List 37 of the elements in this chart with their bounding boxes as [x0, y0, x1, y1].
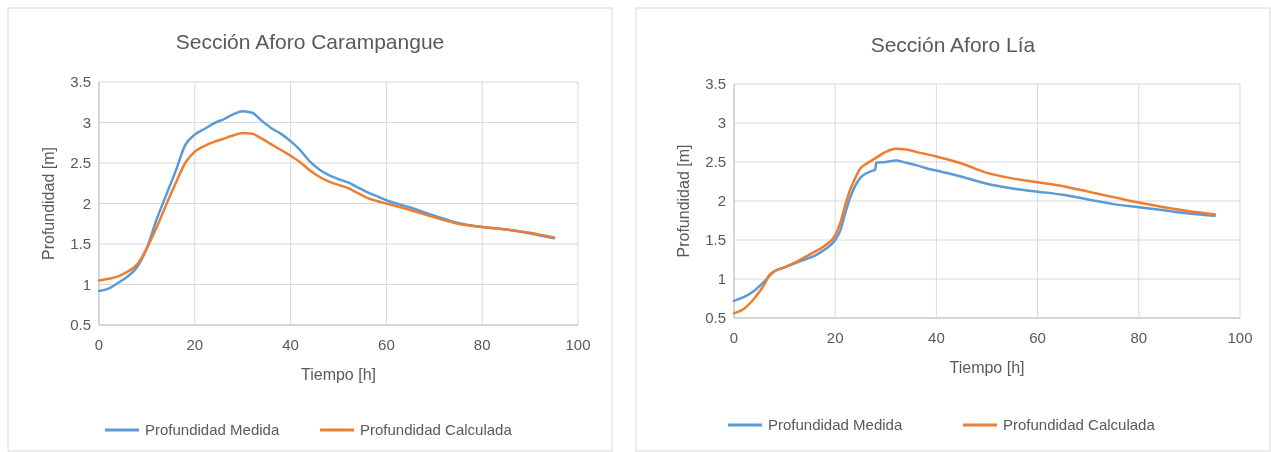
y-tick-label: 2 — [82, 194, 91, 212]
y-tick-label: 1 — [82, 275, 91, 293]
x-tick-label: 20 — [186, 336, 204, 353]
y-tick-label: 2.5 — [70, 154, 91, 172]
legend-label: Profundidad Medida — [145, 421, 280, 439]
x-tick-label: 80 — [473, 336, 491, 353]
y-tick-label: 3.5 — [705, 75, 726, 93]
x-axis-title: Tiempo [h] — [301, 366, 376, 383]
legend-label: Profundidad Calculada — [360, 421, 513, 439]
chart-title: Sección Aforo Carampangue — [175, 30, 445, 53]
x-axis-title: Tiempo [h] — [949, 359, 1025, 376]
y-axis-title: Profundidad [m] — [675, 144, 692, 258]
y-axis-title: Profundidad [m] — [40, 147, 57, 260]
x-tick-label: 20 — [826, 329, 844, 346]
y-tick-label: 3 — [717, 114, 726, 132]
y-tick-label: 0.5 — [70, 316, 91, 334]
x-tick-label: 40 — [282, 336, 299, 353]
y-tick-label: 3.5 — [70, 73, 91, 91]
y-tick-label: 3 — [82, 113, 91, 131]
x-tick-label: 0 — [729, 329, 739, 346]
legend-label: Profundidad Medida — [768, 416, 903, 434]
legend-label: Profundidad Calculada — [1003, 416, 1156, 434]
y-tick-label: 1.5 — [70, 235, 91, 253]
x-tick-label: 0 — [94, 336, 104, 353]
x-tick-label: 80 — [1130, 329, 1148, 346]
y-tick-label: 0.5 — [705, 309, 726, 327]
x-tick-label: 60 — [378, 336, 395, 353]
y-tick-label: 2 — [717, 192, 726, 210]
y-tick-label: 2.5 — [705, 153, 726, 171]
y-tick-label: 1.5 — [705, 231, 726, 249]
x-tick-label: 60 — [1029, 329, 1046, 346]
chart-title: Sección Aforo Lía — [870, 33, 1036, 56]
x-tick-label: 40 — [928, 329, 945, 346]
x-tick-label: 100 — [1227, 329, 1253, 346]
x-tick-label: 100 — [565, 336, 591, 353]
line-series — [97, 131, 556, 282]
y-tick-label: 1 — [717, 270, 726, 288]
